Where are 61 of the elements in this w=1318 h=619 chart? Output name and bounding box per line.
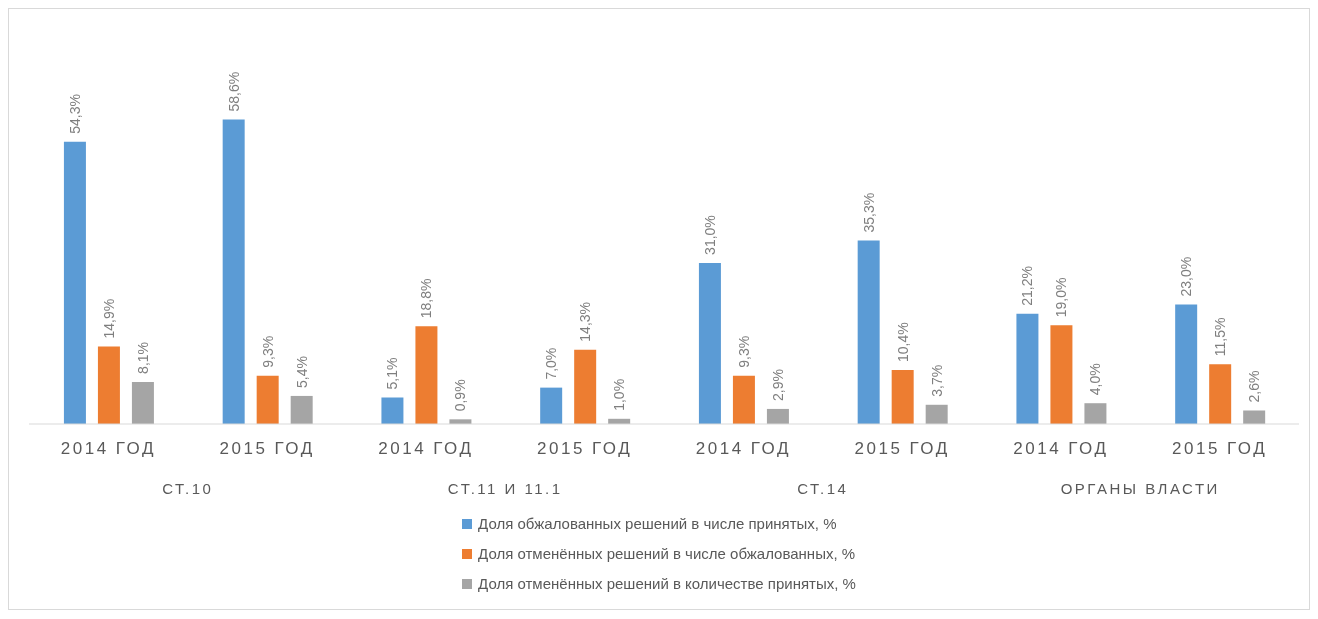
bar [1084,403,1107,424]
data-label: 1,0% [611,378,628,411]
text: ОРГАНЫ ВЛАСТИ [1060,480,1220,497]
data-label: 19,0% [1053,277,1070,318]
data-label: 5,1% [384,357,401,390]
legend-label: Доля отменённых решений в количестве принятых, % [478,574,856,594]
data-label: 0,9% [452,379,469,412]
x-tick-label: 2015 ГОД [854,439,950,458]
data-label: 3,7% [928,364,945,397]
legend-label: Доля отменённых решений в числе обжалованных, % [478,544,856,564]
data-label: 18,8% [418,278,435,319]
bar [256,375,279,424]
x-tick-label: 2014 ГОД [378,439,474,458]
data-label: 23,0% [1178,256,1195,297]
x-tick-label: 2014 ГОД [695,439,791,458]
data-label: 11,5% [1212,317,1229,357]
bar [891,369,914,424]
x-tick-label: 2015 ГОД [537,439,633,458]
text: СТ.14 [797,480,849,497]
bar [63,141,86,424]
bar [1243,410,1266,424]
data-label: 21,2% [1019,266,1036,306]
bar [1175,304,1198,424]
data-label: 31,0% [701,215,718,255]
bar [1016,313,1039,424]
x-tick-label: 2015 ГОД [1172,439,1268,458]
data-label: 14,9% [100,298,117,339]
text: СТ.10 [162,480,214,497]
bar [1050,325,1073,424]
bar [131,381,154,424]
data-label: 9,3% [735,335,752,368]
bar [925,404,948,424]
bar [97,346,120,424]
x-tick-label: 2015 ГОД [219,439,315,458]
data-label: 8,1% [134,341,151,374]
bar [1209,364,1232,424]
bar [222,119,245,424]
data-label: 2,9% [769,369,786,401]
data-label: 14,3% [577,301,594,342]
data-label: 35,3% [860,192,877,233]
data-label: 9,3% [259,335,276,368]
bar [381,397,404,424]
data-label: 7,0% [543,347,560,380]
legend-label: Доля обжалованных решений в числе принятых, % [478,514,837,534]
bar [766,408,789,424]
text: СТ.11 И 11.1 [447,480,563,497]
bar [698,262,721,424]
bar [732,375,755,424]
data-label: 54,3% [66,94,83,134]
x-tick-label: 2014 ГОД [1013,439,1109,458]
data-label: 58,6% [225,71,242,112]
data-label: 10,4% [894,322,911,362]
bar [574,349,597,424]
bar [415,326,438,424]
x-tick-label: 2014 ГОД [60,439,156,458]
data-label: 2,6% [1246,370,1263,403]
bar [290,395,313,424]
data-label: 4,0% [1087,363,1104,396]
bar [540,387,563,424]
data-label: 5,4% [293,356,310,388]
bar [857,240,880,424]
